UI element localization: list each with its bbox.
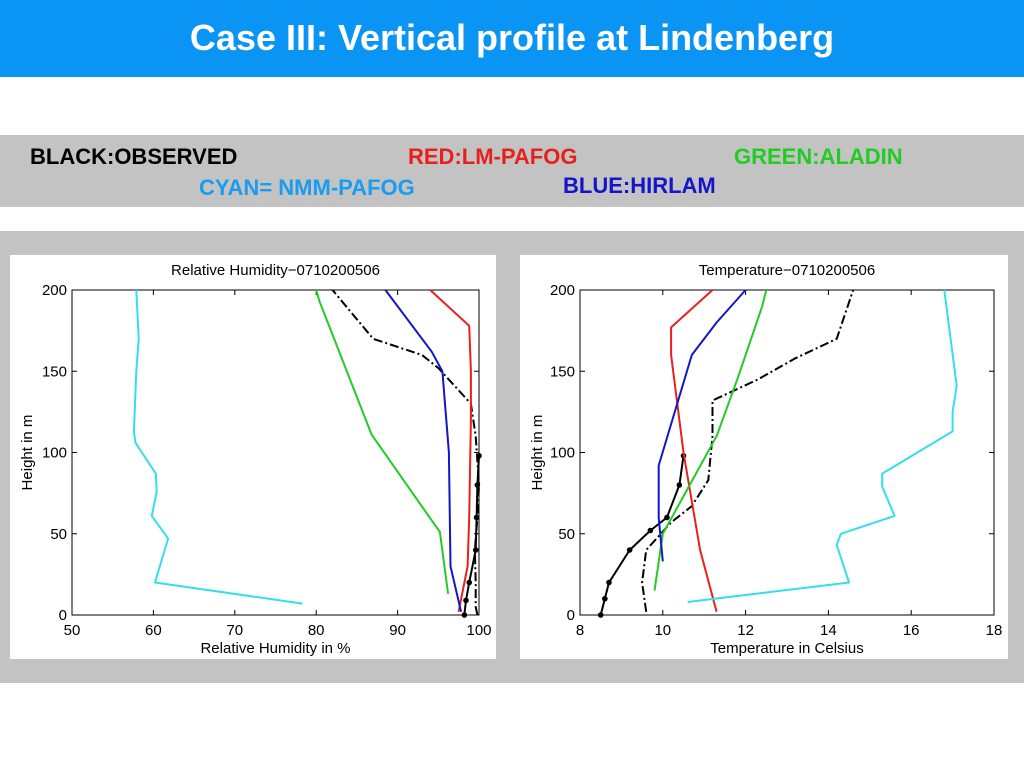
series-line-0 — [599, 455, 685, 616]
slide-title: Case III: Vertical profile at Lindenberg — [0, 0, 1024, 77]
data-point — [676, 482, 683, 488]
x-tick-label: 18 — [986, 622, 1003, 639]
y-axis-label: Height in m — [19, 415, 36, 491]
x-axis-label: Relative Humidity in % — [200, 640, 350, 657]
y-tick-label: 0 — [567, 607, 575, 624]
data-point — [626, 547, 633, 553]
x-tick-label: 10 — [654, 622, 671, 639]
x-tick-label: 80 — [308, 622, 325, 639]
data-point — [602, 595, 608, 602]
legend-lm-pafog: RED:LM-PAFOG — [408, 144, 578, 169]
plot-frame — [579, 289, 995, 616]
y-tick-label: 200 — [42, 282, 67, 299]
x-tick-label: 50 — [64, 622, 81, 639]
data-point — [597, 612, 604, 618]
legend-aladin: GREEN:ALADIN — [734, 144, 903, 169]
series-line-2 — [670, 289, 718, 613]
series-line-3 — [315, 289, 450, 595]
chart-title: Relative Humidity−0710200506 — [171, 262, 380, 279]
x-tick-label: 70 — [226, 622, 243, 639]
data-point — [606, 579, 612, 586]
y-tick-label: 150 — [550, 363, 575, 380]
x-tick-label: 90 — [389, 622, 406, 639]
chart-title: Temperature−0710200506 — [699, 262, 875, 279]
x-tick-label: 12 — [737, 622, 754, 639]
series-line-4 — [384, 289, 463, 613]
y-tick-label: 50 — [50, 526, 67, 543]
y-tick-label: 100 — [550, 445, 575, 462]
y-tick-label: 100 — [42, 445, 67, 462]
temperature-chart: 8 10 12 14 16 18 0 50 100 150 200 Temperature−07102… — [529, 262, 1003, 657]
legend-hirlam: BLUE:HIRLAM — [563, 173, 716, 198]
series-line-5 — [687, 289, 958, 603]
y-axis-label: Height in m — [529, 415, 546, 491]
y-tick-label: 0 — [59, 607, 67, 624]
legend-nmm-pafog: CYAN= NMM-PAFOG — [199, 175, 415, 200]
data-point — [466, 579, 473, 586]
series-line-1 — [641, 289, 855, 612]
y-tick-label: 50 — [558, 526, 575, 543]
temperature-plot-panel: 8 10 12 14 16 18 0 50 100 150 200 Temperature−07102… — [520, 255, 1008, 659]
series-line-5 — [132, 289, 303, 605]
y-tick-label: 200 — [550, 282, 575, 299]
x-tick-label: 100 — [466, 622, 491, 639]
x-axis-label: Temperature in Celsius — [710, 640, 863, 657]
x-tick-label: 60 — [145, 622, 162, 639]
x-tick-label: 14 — [820, 622, 837, 639]
data-point — [461, 612, 468, 618]
x-tick-label: 16 — [903, 622, 920, 639]
data-point — [463, 597, 469, 604]
y-tick-label: 150 — [42, 363, 67, 380]
x-tick-label: 8 — [576, 622, 584, 639]
legend-observed: BLACK:OBSERVED — [30, 144, 238, 169]
series-line-0 — [463, 455, 480, 616]
plot-frame — [71, 289, 480, 616]
figure-band: 50 60 70 80 90 100 0 50 100 150 200 Relative Humidi… — [0, 231, 1024, 683]
legend-band: BLACK:OBSERVED RED:LM-PAFOG GREEN:ALADIN… — [0, 135, 1024, 207]
data-point — [664, 514, 670, 521]
series-line-2 — [429, 289, 472, 612]
series-line-1 — [331, 289, 480, 616]
humidity-plot-panel: 50 60 70 80 90 100 0 50 100 150 200 Relative Humidi… — [10, 255, 496, 659]
data-point — [647, 527, 654, 534]
series-line-4 — [657, 289, 747, 562]
